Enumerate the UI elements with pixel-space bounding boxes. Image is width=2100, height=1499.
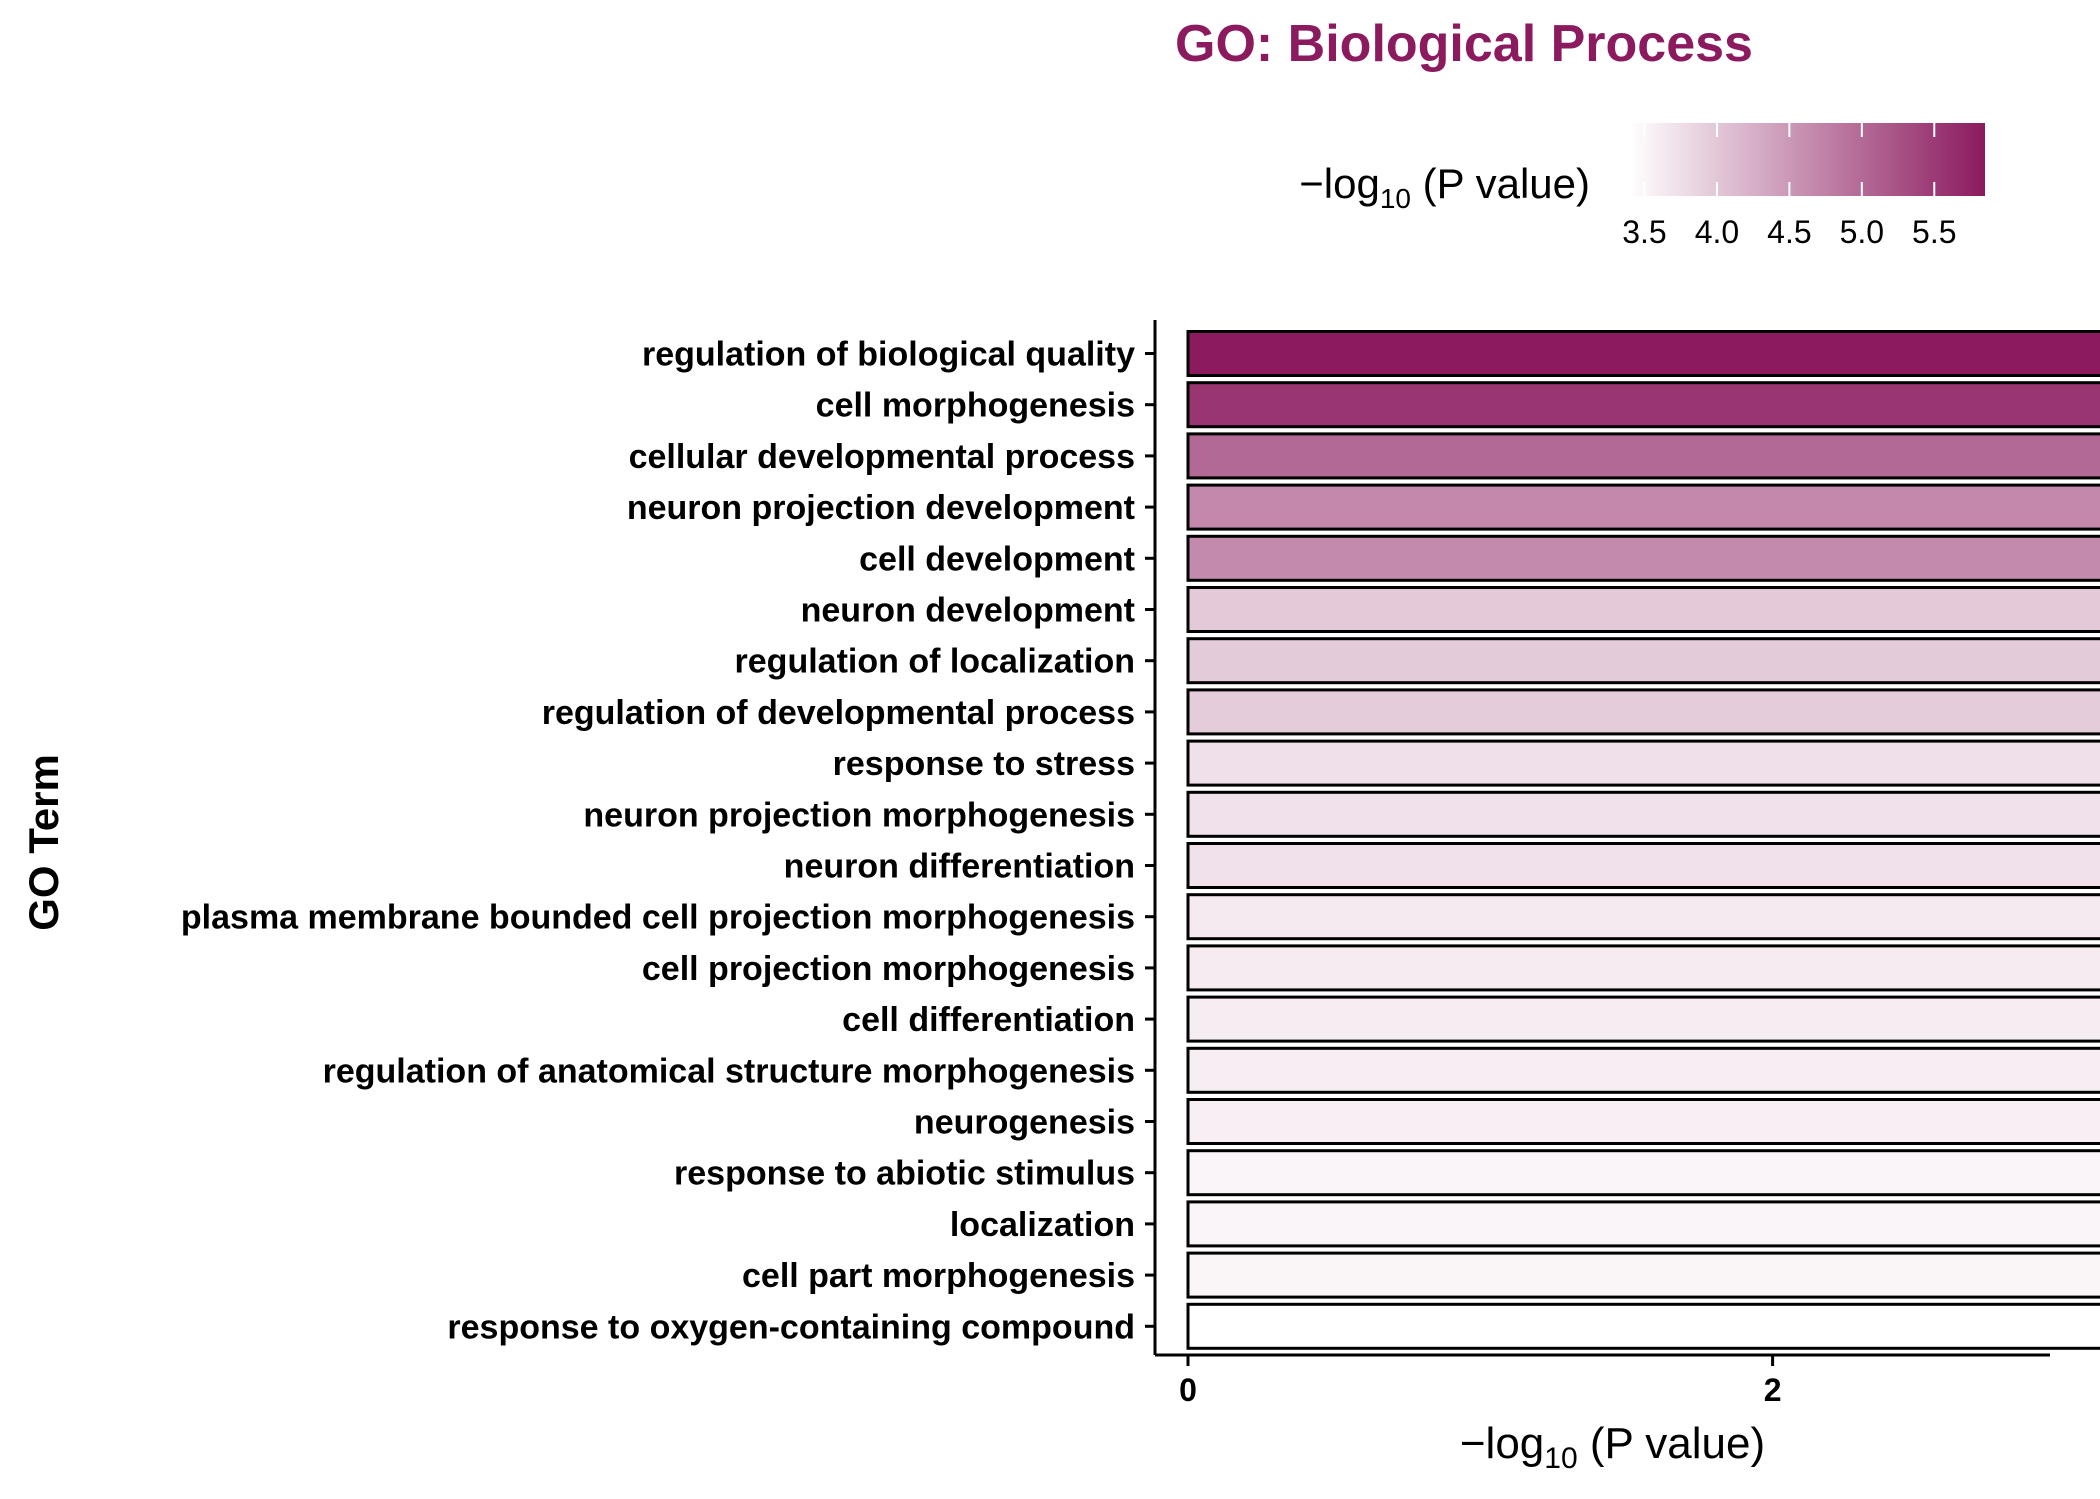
category-label: neuron development: [801, 592, 1135, 630]
bar: [1186, 381, 2100, 429]
category-label: neuron projection development: [627, 489, 1135, 527]
legend-tick-label: 4.0: [1695, 214, 1739, 250]
category-label: regulation of biological quality: [642, 336, 1135, 374]
category-label: localization: [950, 1206, 1135, 1244]
legend-tick-label: 5.0: [1840, 214, 1884, 250]
category-label: cell projection morphogenesis: [642, 950, 1135, 988]
category-label: cell development: [859, 540, 1135, 578]
category-label: neuron differentiation: [784, 848, 1135, 886]
category-label: cell differentiation: [842, 1001, 1135, 1039]
y-axis-title: GO Term: [20, 754, 67, 931]
bar: [1186, 944, 2100, 992]
x-tick-label: 2: [1764, 1372, 1782, 1408]
x-tick-label: 0: [1179, 1372, 1197, 1408]
bar: [1186, 1302, 2100, 1350]
color-legend: 3.5 4.0 4.5 5.0 5.5 −log10 (P value): [1299, 123, 1985, 250]
legend-title: −log10 (P value): [1299, 160, 1590, 214]
category-label: response to stress: [833, 745, 1135, 783]
bar: [1186, 534, 2100, 582]
category-label: response to oxygen-containing compound: [447, 1308, 1135, 1346]
bar: [1186, 586, 2100, 633]
category-label: cell part morphogenesis: [742, 1257, 1135, 1295]
bar: [1186, 432, 2100, 480]
bar: [1186, 1200, 2100, 1248]
bar: [1186, 739, 2100, 787]
chart-title: GO: Biological Process: [1175, 15, 1753, 73]
bar: [1186, 842, 2100, 889]
bar: [1186, 893, 2100, 941]
bar: [1186, 790, 2100, 838]
category-label: plasma membrane bounded cell projection …: [181, 899, 1135, 937]
plot-area: regulation of biological quality cell mor…: [181, 320, 2100, 1408]
bar: [1186, 1098, 2100, 1145]
bar: [1186, 1046, 2100, 1094]
bar: [1186, 1149, 2100, 1197]
bar: [1186, 637, 2100, 685]
category-label: cellular developmental process: [629, 438, 1135, 476]
legend-tick-label: 3.5: [1622, 214, 1666, 250]
category-label: regulation of localization: [735, 643, 1135, 681]
x-axis-title: −log10 (P value): [1460, 1419, 1765, 1475]
category-label: cell morphogenesis: [816, 387, 1135, 425]
category-label: neuron projection morphogenesis: [583, 796, 1135, 834]
legend-tick-label: 5.5: [1912, 214, 1956, 250]
bar: [1186, 995, 2100, 1043]
legend-color-bar: [1630, 123, 1985, 196]
bar: [1186, 330, 2100, 377]
legend-tick-label: 4.5: [1767, 214, 1811, 250]
category-label: regulation of developmental process: [542, 694, 1135, 732]
category-label: regulation of anatomical structure morph…: [323, 1052, 1135, 1090]
category-label: response to abiotic stimulus: [674, 1155, 1135, 1193]
bar: [1186, 483, 2100, 531]
bar: [1186, 688, 2100, 736]
bar: [1186, 1251, 2100, 1299]
category-label: neurogenesis: [914, 1104, 1135, 1142]
